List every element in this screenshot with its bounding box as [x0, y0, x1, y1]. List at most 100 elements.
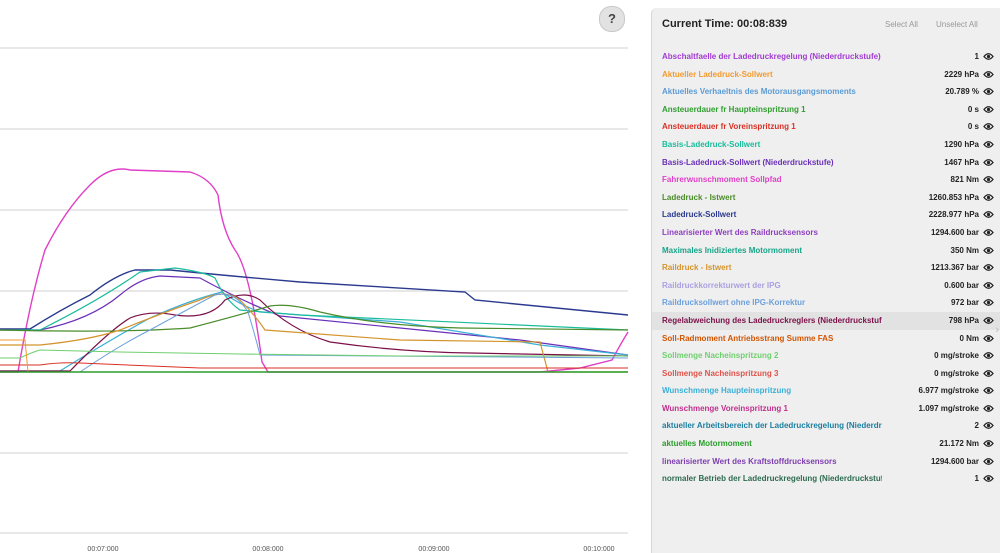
eye-icon[interactable] — [983, 298, 994, 307]
signal-name: Fahrerwunschmoment Sollpfad — [662, 175, 782, 185]
signal-row[interactable]: Linearisierter Wert des Raildrucksensors… — [652, 224, 1000, 242]
line-chart[interactable]: 00:07:000 00:08:000 00:09:000 00:10:000 — [0, 0, 630, 553]
eye-icon[interactable] — [983, 474, 994, 483]
signal-row[interactable]: Ladedruck - Istwert 1260.853 hPa — [652, 189, 1000, 207]
signal-name: Sollmenge Nacheinspritzung 2 — [662, 351, 779, 361]
signal-value: 1213.367 bar — [930, 263, 979, 273]
signal-value: 0.600 bar — [944, 280, 979, 290]
help-button[interactable]: ? — [599, 6, 625, 32]
signal-name: Aktueller Ladedruck-Sollwert — [662, 69, 773, 79]
signal-value: 350 Nm — [950, 245, 979, 255]
eye-icon[interactable] — [983, 210, 994, 219]
x-tick-label: 00:08:000 — [252, 546, 283, 553]
signal-value: 0 mg/stroke — [934, 351, 979, 361]
signal-value: 0 s — [967, 104, 979, 114]
signal-value: 2 — [974, 421, 979, 431]
eye-icon[interactable] — [983, 158, 994, 167]
chart-area[interactable]: 00:07:000 00:08:000 00:09:000 00:10:000 ? — [0, 0, 650, 553]
signal-row[interactable]: Raildruckkorrekturwert der IPG 0.600 bar — [652, 277, 1000, 295]
signal-value: 1 — [974, 52, 979, 61]
signal-name: linearisierter Wert des Kraftstoffdrucks… — [662, 456, 837, 466]
signal-value: 972 bar — [950, 298, 979, 308]
eye-icon[interactable] — [983, 70, 994, 79]
signal-name: Ladedruck - Istwert — [662, 192, 736, 202]
signal-row[interactable]: Wunschmenge Haupteinspritzung 6.977 mg/st… — [652, 382, 1000, 400]
signal-name: Abschaltfaelle der Ladedruckregelung (Ni… — [662, 52, 881, 61]
eye-icon[interactable] — [983, 281, 994, 290]
signal-row[interactable]: linearisierter Wert des Kraftstoffdrucks… — [652, 453, 1000, 471]
unselect-all-button[interactable]: Unselect All — [936, 20, 978, 29]
eye-icon[interactable] — [983, 263, 994, 272]
eye-icon[interactable] — [983, 439, 994, 448]
signal-row[interactable]: Aktuelles Verhaeltnis des Motorausgangsm… — [652, 83, 1000, 101]
eye-icon[interactable] — [983, 404, 994, 413]
signal-row[interactable]: Ladedruck-Sollwert 2228.977 hPa — [652, 206, 1000, 224]
chevron-right-icon[interactable]: › — [995, 324, 999, 336]
signal-name: Aktuelles Verhaeltnis des Motorausgangsm… — [662, 87, 856, 97]
series-line — [0, 168, 629, 373]
signal-name: Maximales Inidiziertes Motormoment — [662, 245, 803, 255]
eye-icon[interactable] — [983, 316, 994, 325]
signal-row[interactable]: Sollmenge Nacheinspritzung 2 0 mg/stroke — [652, 347, 1000, 365]
signal-row[interactable]: Raildruck - Istwert 1213.367 bar — [652, 259, 1000, 277]
eye-icon[interactable] — [983, 369, 994, 378]
signal-row[interactable]: Aktueller Ladedruck-Sollwert 2229 hPa — [652, 66, 1000, 84]
signal-row[interactable]: Soll-Radmoment Antriebsstrang Summe FAS 0… — [652, 330, 1000, 348]
panel-header: Current Time: 00:08:839 Select All Unsel… — [662, 18, 992, 34]
signal-value: 1290 hPa — [944, 139, 979, 149]
series-line — [0, 293, 629, 373]
eye-icon[interactable] — [983, 386, 994, 395]
signal-row[interactable]: Sollmenge Nacheinspritzung 3 0 mg/stroke — [652, 365, 1000, 383]
signal-row[interactable]: Maximales Inidiziertes Motormoment 350 Nm — [652, 242, 1000, 260]
select-all-button[interactable]: Select All — [885, 20, 918, 29]
signal-row[interactable]: Wunschmenge Voreinspritzung 1 1.097 mg/st… — [652, 400, 1000, 418]
signal-name: Raildrucksollwert ohne IPG-Korrektur — [662, 298, 806, 308]
eye-icon[interactable] — [983, 228, 994, 237]
series-line — [0, 362, 628, 369]
signal-name: normaler Betrieb der Ladedruckregelung (… — [662, 474, 882, 484]
eye-icon[interactable] — [983, 457, 994, 466]
signal-value: 1260.853 hPa — [928, 192, 979, 202]
signal-row[interactable]: Abschaltfaelle der Ladedruckregelung (Ni… — [652, 48, 1000, 66]
eye-icon[interactable] — [983, 193, 994, 202]
signal-row[interactable]: Fahrerwunschmoment Sollpfad 821 Nm — [652, 171, 1000, 189]
signal-name: Ansteuerdauer fr Voreinspritzung 1 — [662, 122, 796, 132]
eye-icon[interactable] — [983, 421, 994, 430]
series-line — [0, 291, 629, 372]
signal-value: 0 Nm — [959, 333, 979, 343]
signal-value: 1294.600 bar — [930, 227, 979, 237]
signal-row[interactable]: Basis-Ladedruck-Sollwert 1290 hPa — [652, 136, 1000, 154]
signal-value: 1294.600 bar — [930, 456, 979, 466]
signal-row[interactable]: normaler Betrieb der Ladedruckregelung (… — [652, 470, 1000, 488]
signal-value: 21.172 Nm — [939, 439, 979, 449]
eye-icon[interactable] — [983, 334, 994, 343]
eye-icon[interactable] — [983, 140, 994, 149]
signal-name: Basis-Ladedruck-Sollwert — [662, 139, 761, 149]
signal-value: 1467 hPa — [944, 157, 979, 167]
series-line — [0, 349, 628, 359]
signal-row[interactable]: Raildrucksollwert ohne IPG-Korrektur 972 … — [652, 294, 1000, 312]
signal-value: 20.789 % — [945, 87, 979, 97]
current-time: Current Time: 00:08:839 — [662, 18, 788, 30]
eye-icon[interactable] — [983, 351, 994, 360]
signal-row[interactable]: Ansteuerdauer fr Haupteinspritzung 1 0 s — [652, 101, 1000, 119]
signal-name: Wunschmenge Haupteinspritzung — [662, 386, 792, 396]
signal-row[interactable]: Regelabweichung des Ladedruckreglers (Ni… — [652, 311, 1000, 330]
signal-name: Regelabweichung des Ladedruckreglers (Ni… — [662, 315, 882, 325]
eye-icon[interactable] — [983, 87, 994, 96]
signal-row[interactable]: Basis-Ladedruck-Sollwert (Niederdruckstu… — [652, 154, 1000, 172]
eye-icon[interactable] — [983, 52, 994, 61]
series-line — [0, 267, 629, 331]
eye-icon[interactable] — [983, 122, 994, 131]
signal-row[interactable]: aktuelles Motormoment 21.172 Nm — [652, 435, 1000, 453]
series-line — [0, 275, 629, 356]
signal-row[interactable]: Ansteuerdauer fr Voreinspritzung 1 0 s — [652, 118, 1000, 136]
signal-row[interactable]: aktueller Arbeitsbereich der Ladedruckre… — [652, 417, 1000, 435]
signal-value: 798 hPa — [948, 315, 979, 325]
signal-name: Linearisierter Wert des Raildrucksensors — [662, 227, 818, 237]
eye-icon[interactable] — [983, 175, 994, 184]
signal-value: 0 s — [967, 122, 979, 132]
series-line — [0, 304, 629, 332]
eye-icon[interactable] — [983, 246, 994, 255]
eye-icon[interactable] — [983, 105, 994, 114]
